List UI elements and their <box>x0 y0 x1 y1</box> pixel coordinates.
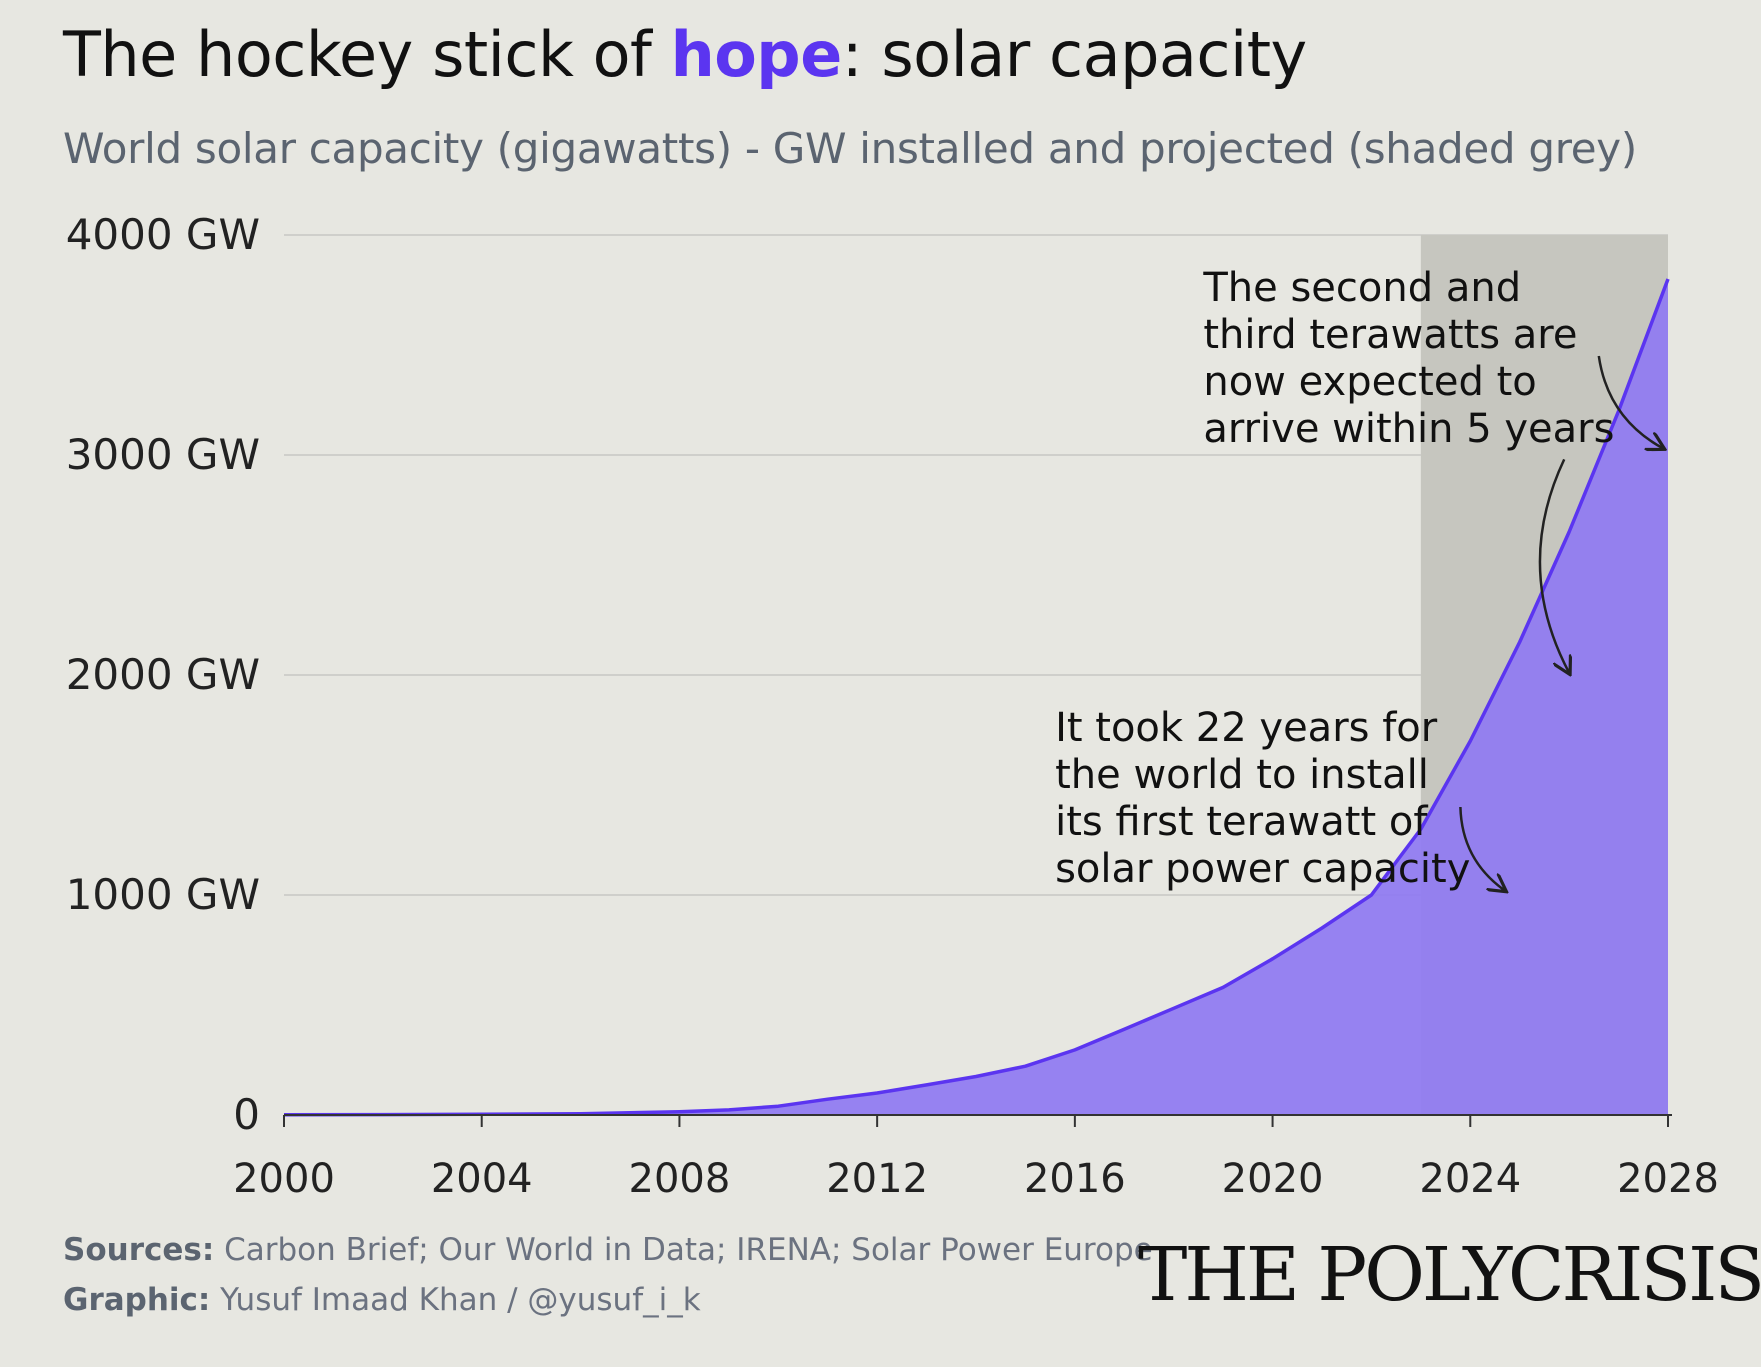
x-tick-label: 2008 <box>629 1156 731 1202</box>
sources-line: Sources: Carbon Brief; Our World in Data… <box>63 1232 1153 1268</box>
title-highlight: hope <box>670 18 843 91</box>
chart-title: The hockey stick of hope: solar capacity <box>63 18 1307 91</box>
area-fill <box>284 279 1668 1115</box>
annotation-text: solar power capacity <box>1055 846 1470 892</box>
x-tick-label: 2028 <box>1617 1156 1719 1202</box>
graphic-text: Yusuf Imaad Khan / @yusuf_i_k <box>210 1282 701 1318</box>
annotation-text: arrive within 5 years <box>1203 406 1614 452</box>
annotation-text: third terawatts are <box>1203 312 1577 358</box>
x-tick-label: 2016 <box>1024 1156 1126 1202</box>
annotation-text: its first terawatt of <box>1055 799 1428 845</box>
annotation-text: now expected to <box>1203 359 1536 405</box>
graphic-credit-line: Graphic: Yusuf Imaad Khan / @yusuf_i_k <box>63 1282 701 1318</box>
title-part-1: The hockey stick of <box>63 18 671 91</box>
y-tick-label: 0 <box>233 1090 260 1139</box>
chart-subtitle: World solar capacity (gigawatts) - GW in… <box>63 124 1637 173</box>
annotation-arrow <box>1597 355 1663 448</box>
series-line <box>283 278 1670 1117</box>
y-tick-label: 1000 GW <box>66 870 260 919</box>
sources-label: Sources: <box>63 1232 215 1268</box>
y-tick-label: 4000 GW <box>66 210 260 259</box>
annotation-text: the world to install <box>1055 752 1429 798</box>
annotation-text: The second and <box>1202 265 1521 311</box>
x-tick-label: 2004 <box>431 1156 533 1202</box>
annotation-arrow <box>1538 458 1569 672</box>
annotation-arrow <box>1459 806 1504 891</box>
annotation-text: It took 22 years for <box>1055 705 1438 751</box>
x-tick-label: 2024 <box>1419 1156 1521 1202</box>
x-tick-label: 2012 <box>826 1156 928 1202</box>
graphic-label: Graphic: <box>63 1282 211 1318</box>
y-tick-label: 3000 GW <box>66 430 260 479</box>
title-part-2: : solar capacity <box>841 18 1308 91</box>
x-tick-label: 2000 <box>233 1156 335 1202</box>
y-tick-label: 2000 GW <box>66 650 260 699</box>
brand-logo: THE POLYCRISIS <box>1138 1232 1761 1318</box>
x-tick-label: 2020 <box>1222 1156 1324 1202</box>
sources-text: Carbon Brief; Our World in Data; IRENA; … <box>214 1232 1153 1268</box>
